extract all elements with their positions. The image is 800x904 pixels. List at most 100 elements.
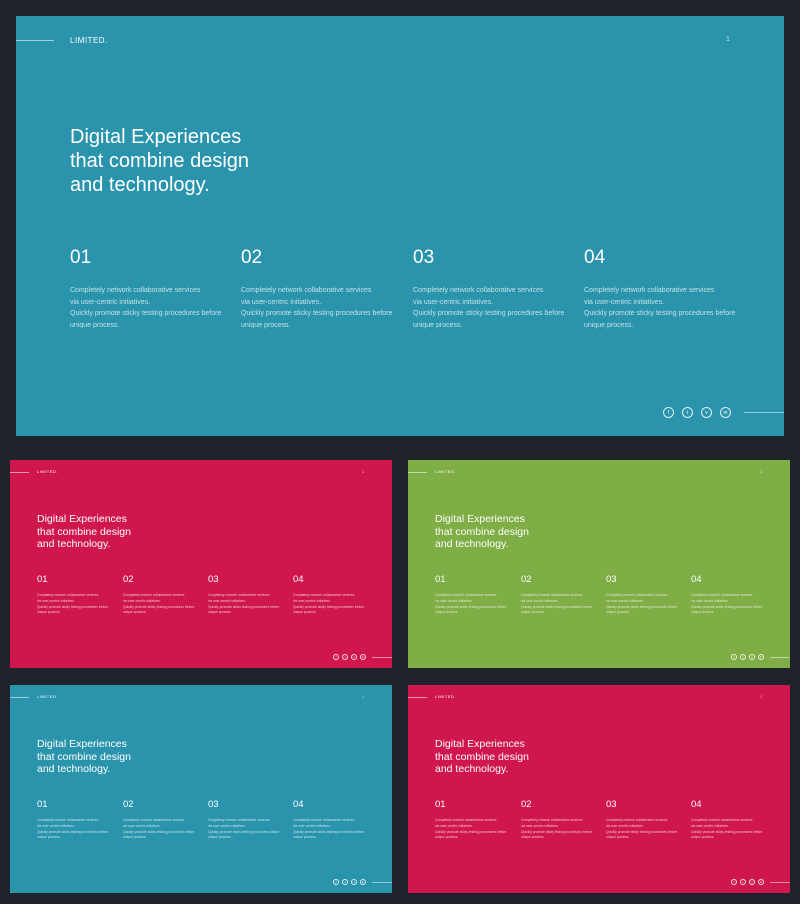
brand-name: LIMITED. (37, 694, 58, 699)
feature-text: Completely network collaborative service… (435, 593, 517, 616)
facebook-icon[interactable]: f (663, 407, 674, 418)
feature-text-line: Completely network collaborative service… (606, 818, 668, 822)
feature-text-line: Quickly promote sticky testing procedure… (208, 829, 280, 834)
vimeo-icon[interactable]: v (351, 879, 357, 885)
footer-line (372, 882, 392, 883)
feature-text-line: unique process. (37, 835, 61, 840)
facebook-icon[interactable]: f (333, 879, 339, 885)
feature-text-line: Completely network collaborative service… (208, 818, 270, 822)
feature-column: 02 Completely network collaborative servi… (521, 799, 603, 841)
slide-preview-teal[interactable]: LIMITED. 1 Digital Experiences that combine… (10, 685, 392, 893)
feature-text-line: Quickly promote sticky testing procedure… (691, 829, 763, 834)
feature-text-line: Completely network collaborative service… (293, 593, 355, 597)
feature-text-line: unique process. (37, 610, 61, 615)
page-number: 1 (760, 469, 763, 474)
slide-preview-red-2[interactable]: LIMITED. 1 Digital Experiences that combine… (408, 685, 790, 893)
feature-text-line: via user-centric initiatives. (606, 823, 644, 828)
feature-text: Completely network collaborative service… (691, 593, 773, 616)
twitter-icon[interactable]: t (342, 654, 348, 660)
vimeo-icon[interactable]: v (749, 654, 755, 660)
slide-main-teal: LIMITED. 1 Digital Experiences that combine… (16, 16, 784, 436)
footer-line (770, 882, 790, 883)
linkedin-icon[interactable]: in (758, 879, 764, 885)
feature-column: 04 Completely network collaborative servi… (691, 799, 773, 841)
feature-text-line: unique process. (521, 835, 545, 840)
feature-number: 04 (691, 574, 702, 585)
linkedin-icon[interactable]: in (720, 407, 731, 418)
feature-text-line: unique process. (123, 835, 147, 840)
feature-text-line: Quickly promote sticky testing procedure… (435, 604, 507, 609)
feature-text: Completely network collaborative service… (37, 593, 119, 616)
headline-line: and technology. (37, 763, 111, 776)
feature-column: 01 Completely network collaborative servi… (70, 247, 235, 331)
feature-text-line: Quickly promote sticky testing procedure… (521, 829, 593, 834)
feature-number: 03 (208, 574, 219, 585)
feature-text-line: Quickly promote sticky testing procedure… (413, 310, 565, 317)
footer-line (372, 657, 392, 658)
slide-preview-green[interactable]: LIMITED. 1 Digital Experiences that combine… (408, 460, 790, 668)
feature-number: 02 (123, 799, 134, 810)
vimeo-icon[interactable]: v (351, 654, 357, 660)
facebook-icon[interactable]: f (333, 654, 339, 660)
feature-number: 03 (606, 799, 617, 810)
feature-text-line: Quickly promote sticky testing procedure… (37, 604, 109, 609)
feature-column: 03 Completely network collaborative servi… (208, 799, 290, 841)
feature-text-line: Completely network collaborative service… (435, 818, 497, 822)
twitter-icon[interactable]: t (342, 879, 348, 885)
feature-column: 01 Completely network collaborative servi… (37, 574, 119, 616)
feature-text-line: Completely network collaborative service… (37, 593, 99, 597)
feature-number: 03 (413, 247, 435, 268)
facebook-icon[interactable]: f (731, 879, 737, 885)
brand-line (408, 697, 427, 698)
feature-text-line: Quickly promote sticky testing procedure… (691, 604, 763, 609)
feature-text-line: Quickly promote sticky testing procedure… (584, 310, 736, 317)
feature-text-line: Completely network collaborative service… (123, 818, 185, 822)
feature-column: 02 Completely network collaborative servi… (241, 247, 406, 331)
page-number: 1 (760, 694, 763, 699)
headline-line: Digital Experiences (435, 513, 525, 525)
feature-text-line: via user-centric initiatives. (435, 598, 473, 603)
feature-column: 02 Completely network collaborative servi… (521, 574, 603, 616)
feature-text-line: Completely network collaborative service… (293, 818, 355, 822)
headline-line: that combine design (70, 150, 250, 172)
feature-text-line: via user-centric initiatives. (208, 598, 246, 603)
feature-text-line: Completely network collaborative service… (37, 818, 99, 822)
feature-number: 02 (521, 799, 532, 810)
vimeo-icon[interactable]: v (701, 407, 712, 418)
social-links: f t v in (333, 879, 369, 885)
feature-text-line: unique process. (435, 610, 459, 615)
twitter-icon[interactable]: t (682, 407, 693, 418)
feature-number: 04 (584, 247, 606, 268)
feature-text-line: via user-centric initiatives. (70, 298, 151, 306)
headline-line: and technology. (435, 763, 509, 776)
linkedin-icon[interactable]: in (758, 654, 764, 660)
feature-number: 02 (123, 574, 134, 585)
headline-line: that combine design (435, 750, 529, 763)
headline: Digital Experiences that combine design an… (37, 738, 131, 776)
feature-number: 01 (70, 247, 92, 268)
feature-text-line: unique process. (521, 610, 545, 615)
feature-column: 03 Completely network collaborative servi… (606, 799, 688, 841)
twitter-icon[interactable]: t (740, 879, 746, 885)
feature-text-line: Completely network collaborative service… (208, 593, 270, 597)
brand-line (408, 472, 427, 473)
feature-text-line: unique process. (293, 610, 317, 615)
feature-text-line: via user-centric initiatives. (606, 598, 644, 603)
feature-text-line: Quickly promote sticky testing procedure… (37, 829, 109, 834)
feature-text-line: Quickly promote sticky testing procedure… (606, 604, 678, 609)
feature-text-line: via user-centric initiatives. (123, 823, 161, 828)
linkedin-icon[interactable]: in (360, 654, 366, 660)
feature-text-line: Quickly promote sticky testing procedure… (606, 829, 678, 834)
linkedin-icon[interactable]: in (360, 879, 366, 885)
vimeo-icon[interactable]: v (749, 879, 755, 885)
feature-text-line: unique process. (435, 835, 459, 840)
headline: Digital Experiences that combine design an… (435, 738, 529, 776)
facebook-icon[interactable]: f (731, 654, 737, 660)
feature-column: 01 Completely network collaborative servi… (435, 574, 517, 616)
feature-text-line: Quickly promote sticky testing procedure… (435, 829, 507, 834)
feature-text: Completely network collaborative service… (293, 593, 375, 616)
feature-text: Completely network collaborative service… (413, 285, 578, 331)
feature-number: 01 (435, 799, 446, 810)
slide-preview-red[interactable]: LIMITED. 1 Digital Experiences that combine… (10, 460, 392, 668)
twitter-icon[interactable]: t (740, 654, 746, 660)
